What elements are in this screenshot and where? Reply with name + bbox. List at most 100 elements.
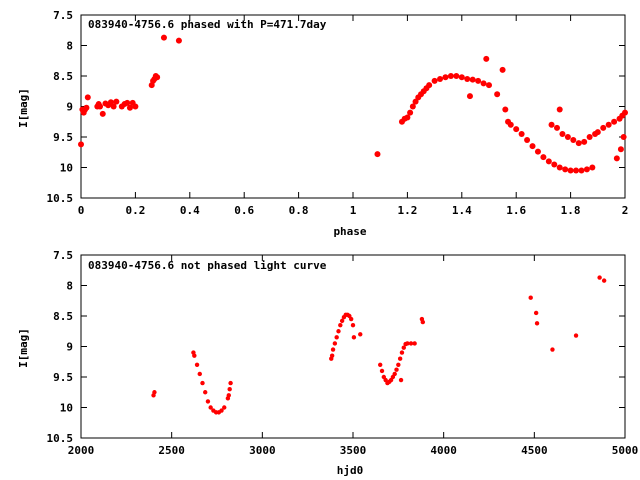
y-tick-label: 9.5 (53, 131, 73, 144)
data-point (528, 295, 533, 300)
phased-chart-ylabel: I[mag] (17, 88, 30, 128)
data-point (447, 73, 454, 79)
data-point (466, 93, 473, 100)
data-point (442, 74, 449, 81)
data-point (126, 104, 133, 111)
data-point (601, 278, 607, 283)
data-point (197, 371, 202, 377)
data-point (175, 37, 182, 44)
data-point (431, 77, 438, 84)
data-point (200, 380, 205, 386)
data-point (358, 332, 363, 337)
data-point (513, 126, 520, 133)
data-point (420, 319, 426, 325)
data-point (222, 405, 227, 410)
data-point (226, 393, 231, 398)
data-point (350, 322, 356, 328)
y-tick-label: 8.5 (53, 310, 73, 323)
data-point (554, 124, 560, 131)
data-point (336, 329, 341, 334)
y-tick-label: 10 (60, 402, 73, 415)
y-tick-label: 10 (60, 162, 73, 175)
unphased-chart-ylabel: I[mag] (17, 328, 30, 368)
data-point (570, 137, 577, 144)
data-point (562, 166, 569, 173)
data-point (540, 154, 547, 161)
x-tick-label: 5000 (612, 444, 639, 457)
data-point (581, 138, 588, 145)
data-point (351, 335, 357, 340)
data-point (494, 91, 501, 98)
x-tick-label: 2 (622, 204, 629, 217)
y-tick-label: 8 (66, 40, 73, 53)
data-point (374, 151, 381, 158)
y-tick-label: 7.5 (53, 249, 73, 262)
data-point (78, 141, 84, 148)
data-point (348, 316, 354, 322)
data-point (622, 109, 628, 116)
x-tick-label: 1.8 (561, 204, 581, 217)
phased-chart-points (78, 34, 628, 174)
data-point (107, 99, 114, 106)
data-point (597, 275, 602, 280)
data-point (203, 390, 208, 395)
data-point (426, 82, 433, 89)
data-point (329, 353, 335, 358)
unphased-chart-title: 083940-4756.6 not phased light curve (88, 259, 327, 272)
data-point (205, 399, 211, 404)
phased-chart: 0 0.2 0.4 0.6 0.8 1 1.2 1.4 1.6 1.8 2 7.5 8 8.5 9 9.5 10… (17, 9, 628, 238)
data-point (556, 164, 563, 171)
data-point (378, 362, 383, 367)
y-tick-label: 8 (66, 280, 73, 293)
data-point (332, 341, 338, 346)
data-point (600, 124, 607, 131)
data-point (605, 121, 612, 128)
data-point (611, 118, 618, 125)
data-point (507, 121, 514, 128)
data-point (453, 73, 460, 79)
data-point (412, 341, 417, 346)
data-point (464, 76, 471, 83)
x-tick-label: 2000 (68, 444, 95, 457)
x-tick-label: 0 (78, 204, 85, 217)
data-point (396, 362, 401, 367)
data-point (578, 167, 585, 174)
data-point (330, 347, 336, 352)
x-tick-label: 1 (350, 204, 357, 217)
data-point (84, 94, 91, 101)
data-point (409, 103, 416, 110)
data-point (97, 103, 104, 110)
data-point (379, 368, 385, 374)
data-point (227, 387, 232, 392)
y-tick-label: 9 (66, 101, 73, 114)
data-point (154, 74, 161, 81)
data-point (586, 134, 593, 140)
data-point (404, 114, 411, 121)
x-tick-label: 1.2 (397, 204, 417, 217)
x-tick-label: 0.4 (180, 204, 200, 217)
y-tick-label: 10.5 (47, 432, 74, 445)
data-point (405, 341, 410, 346)
phased-chart-xlabel: phase (333, 225, 366, 238)
x-tick-label: 3500 (340, 444, 367, 457)
data-point (208, 405, 213, 410)
data-point (529, 143, 536, 150)
data-point (160, 34, 167, 41)
data-point (394, 367, 399, 372)
data-point (575, 140, 582, 147)
data-point (480, 80, 487, 87)
data-point (594, 129, 601, 136)
data-point (219, 408, 224, 413)
y-tick-label: 10.5 (47, 192, 74, 205)
data-point (583, 166, 590, 173)
phased-chart-title: 083940-4756.6 phased with P=471.7day (88, 18, 327, 31)
x-tick-label: 1.4 (452, 204, 472, 217)
data-point (573, 333, 579, 338)
x-tick-label: 0.2 (125, 204, 145, 217)
data-point (548, 121, 555, 128)
data-point (407, 109, 414, 116)
data-point (399, 350, 405, 355)
x-tick-label: 4500 (521, 444, 548, 457)
data-point (152, 390, 157, 395)
data-point (132, 103, 139, 110)
